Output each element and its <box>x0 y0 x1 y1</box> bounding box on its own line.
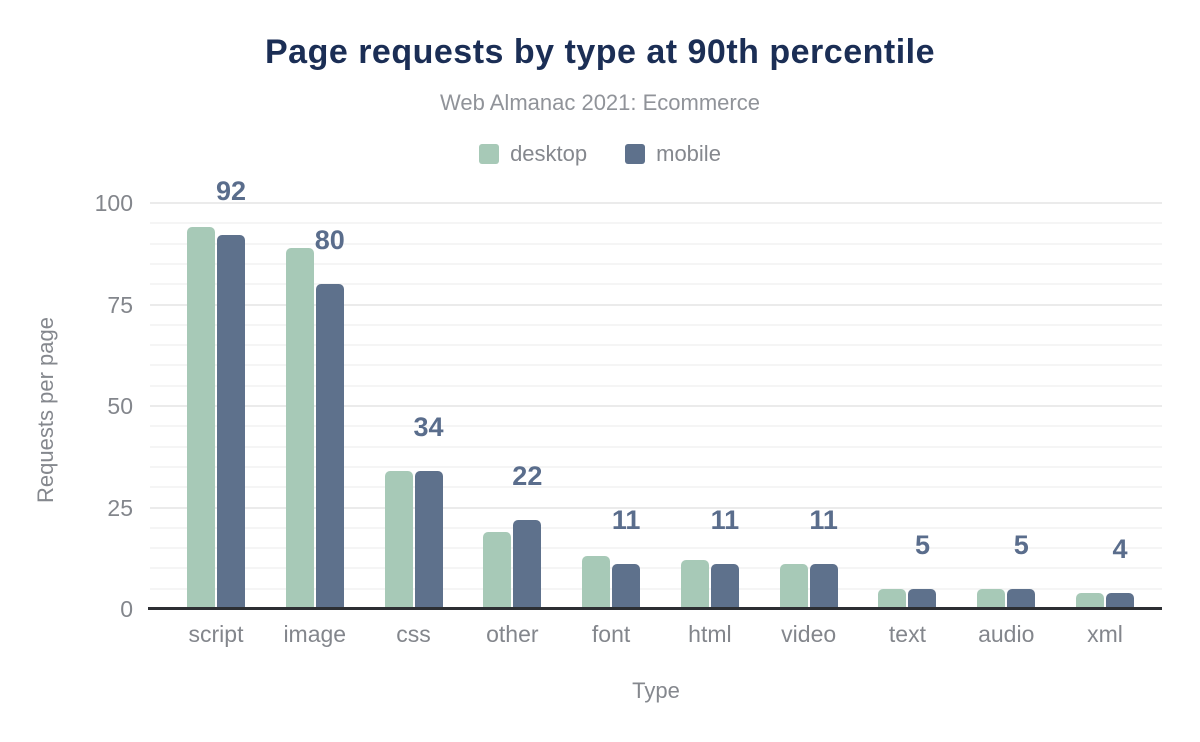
legend-swatch-desktop <box>479 144 500 164</box>
gridline-major-100 <box>150 202 1162 204</box>
value-label-image: 80 <box>314 225 345 256</box>
value-label-html: 11 <box>710 505 740 536</box>
gridline-minor-70 <box>150 323 1162 326</box>
x-tick-text: text <box>888 621 926 647</box>
bar-mobile-other <box>513 519 542 609</box>
bar-desktop-script <box>187 227 215 609</box>
gridline-minor-80 <box>150 283 1162 286</box>
bar-mobile-script <box>217 235 245 609</box>
y-tick-25: 25 <box>107 494 133 521</box>
y-tick-75: 75 <box>107 291 133 318</box>
x-axis-line <box>148 607 1162 610</box>
x-axis-title: Type <box>632 678 680 703</box>
gridline-minor-10 <box>150 567 1162 570</box>
gridline-minor-35 <box>150 465 1162 468</box>
legend-item-desktop: desktop <box>479 143 587 165</box>
value-label-font: 11 <box>611 505 641 536</box>
gridline-minor-5 <box>150 587 1162 590</box>
bar-desktop-image <box>285 247 314 609</box>
gridline-minor-65 <box>150 344 1162 347</box>
y-tick-50: 50 <box>107 393 133 419</box>
gridline-minor-45 <box>150 425 1162 428</box>
chart-subtitle: Web Almanac 2021: Ecommerce <box>440 90 760 115</box>
bar-desktop-xml <box>1076 592 1105 609</box>
x-tick-font: font <box>591 621 631 647</box>
x-tick-image: image <box>283 621 347 647</box>
gridline-minor-15 <box>150 547 1162 550</box>
y-tick-0: 0 <box>120 596 133 622</box>
x-tick-xml: xml <box>1087 621 1123 647</box>
bar-desktop-html <box>680 560 709 609</box>
bar-mobile-video <box>809 564 838 609</box>
bar-mobile-audio <box>1007 588 1036 609</box>
gridline-major-75 <box>150 303 1162 306</box>
bar-desktop-other <box>483 531 512 609</box>
value-label-script: 92 <box>215 176 247 207</box>
legend-label-mobile: mobile <box>656 141 721 166</box>
gridline-major-50 <box>150 405 1162 407</box>
x-tick-video: video <box>781 621 837 647</box>
x-tick-css: css <box>396 621 431 647</box>
bar-desktop-font <box>582 556 611 609</box>
gridline-minor-30 <box>150 486 1162 489</box>
chart-title: Page requests by type at 90th percentile <box>264 33 936 71</box>
y-tick-100: 100 <box>94 190 133 216</box>
value-label-audio: 5 <box>1013 529 1029 560</box>
bar-desktop-audio <box>977 588 1006 609</box>
bar-mobile-text <box>908 588 937 609</box>
legend-item-mobile: mobile <box>625 143 721 165</box>
bar-desktop-video <box>779 564 808 609</box>
value-label-video: 11 <box>809 505 838 536</box>
gridline-minor-90 <box>150 242 1162 245</box>
gridline-minor-40 <box>150 445 1162 448</box>
legend-swatch-mobile <box>625 144 646 164</box>
value-label-other: 22 <box>512 460 543 491</box>
legend-label-desktop: desktop <box>510 141 588 166</box>
bar-mobile-html <box>710 564 739 609</box>
gridline-minor-60 <box>150 364 1162 367</box>
x-tick-script: script <box>188 621 244 647</box>
bar-mobile-css <box>414 470 443 609</box>
gridline-minor-85 <box>150 262 1162 265</box>
y-axis-title: Requests per page <box>33 317 58 503</box>
bar-desktop-text <box>878 588 907 609</box>
gridline-minor-20 <box>150 526 1162 529</box>
gridline-minor-95 <box>150 222 1162 225</box>
x-tick-other: other <box>486 621 539 647</box>
x-tick-html: html <box>688 621 732 647</box>
legend: desktop mobile <box>0 143 1200 165</box>
bar-mobile-xml <box>1106 592 1135 609</box>
gridline-minor-55 <box>150 384 1162 387</box>
bar-desktop-css <box>384 470 413 609</box>
value-label-xml: 4 <box>1112 533 1128 564</box>
bar-mobile-image <box>315 284 344 609</box>
value-label-css: 34 <box>413 411 444 442</box>
gridline-major-25 <box>150 506 1162 509</box>
bar-mobile-font <box>612 564 641 609</box>
x-tick-audio: audio <box>978 621 1035 647</box>
value-label-text: 5 <box>914 529 930 560</box>
